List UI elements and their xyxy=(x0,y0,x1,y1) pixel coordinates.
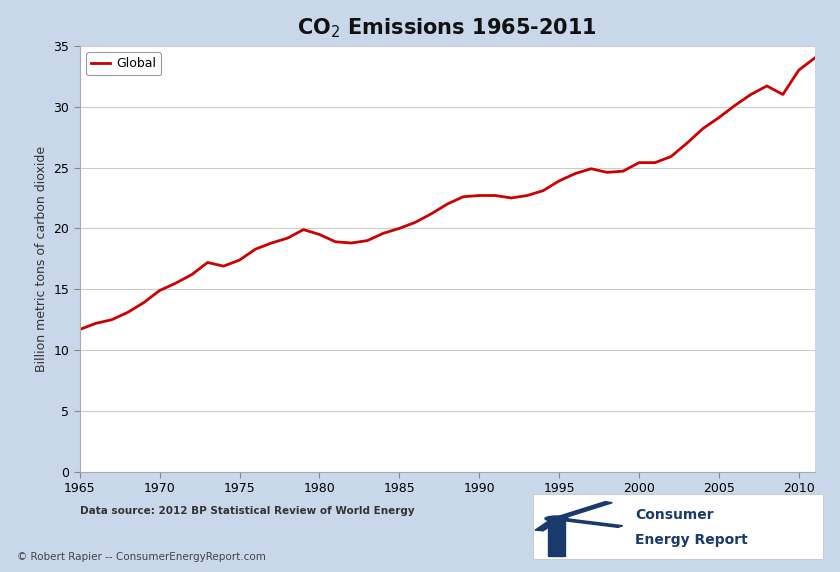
Text: © Robert Rapier -- ConsumerEnergyReport.com: © Robert Rapier -- ConsumerEnergyReport.… xyxy=(17,552,265,562)
Text: Data source: 2012 BP Statistical Review of World Energy: Data source: 2012 BP Statistical Review … xyxy=(80,506,414,516)
Text: Energy Report: Energy Report xyxy=(635,533,748,547)
FancyArrow shape xyxy=(554,518,622,527)
Title: CO$_2$ Emissions 1965-2011: CO$_2$ Emissions 1965-2011 xyxy=(297,17,597,40)
Legend: Global: Global xyxy=(86,52,161,75)
Circle shape xyxy=(545,516,568,521)
FancyArrow shape xyxy=(535,518,561,531)
Text: Consumer: Consumer xyxy=(635,508,713,522)
Y-axis label: Billion metric tons of carbon dioxide: Billion metric tons of carbon dioxide xyxy=(35,146,48,372)
FancyArrow shape xyxy=(553,502,612,519)
Bar xyxy=(548,520,565,556)
